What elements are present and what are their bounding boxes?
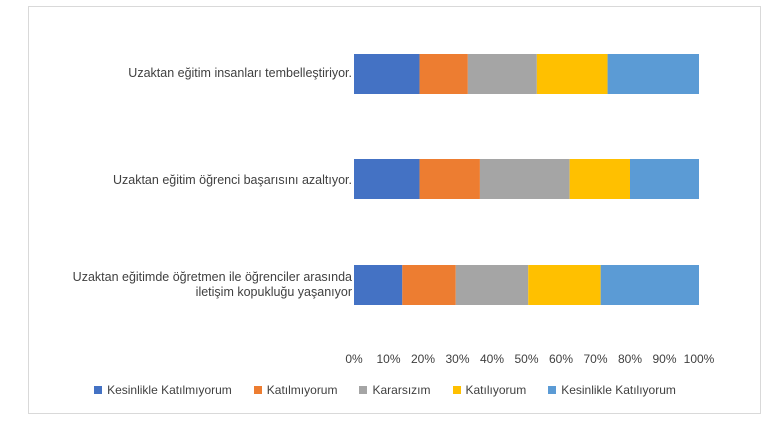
bar-segment-3-4 [528, 265, 601, 305]
bar-segment-1-2 [419, 54, 468, 94]
bar-segment-1-4 [536, 54, 608, 94]
bar-segment-3-3 [455, 265, 529, 305]
bar-segment-2-2 [419, 159, 480, 199]
x-tick-label: 80% [618, 352, 642, 366]
legend-label: Kesinlikle Katılıyorum [561, 383, 676, 397]
bar-segment-3-2 [402, 265, 456, 305]
legend-label: Kararsızım [372, 383, 431, 397]
bar-segment-2-4 [569, 159, 630, 199]
category-label-2: Uzaktan eğitim öğrenci başarısını azaltı… [112, 173, 352, 187]
x-tick-label: 0% [345, 352, 363, 366]
bar-segment-1-1 [354, 54, 420, 94]
bar-segment-3-1 [354, 265, 403, 305]
x-tick-label: 100% [684, 352, 715, 366]
x-tick-label: 10% [376, 352, 400, 366]
legend-swatch [548, 386, 557, 394]
bar-segment-2-3 [479, 159, 570, 199]
bar-segment-2-1 [354, 159, 420, 199]
x-tick-label: 50% [514, 352, 538, 366]
legend-item-katiliyorum: Katılıyorum [452, 383, 527, 397]
legend-item-kesinlikle-katilmiyorum: Kesinlikle Katılmıyorum [94, 383, 232, 397]
category-label-3: Uzaktan eğitimde öğretmen ile öğrenciler… [72, 270, 352, 299]
x-tick-label: 20% [411, 352, 435, 366]
bar-segment-2-5 [630, 159, 699, 199]
legend-label: Katılıyorum [465, 383, 527, 397]
legend-label: Kesinlikle Katılmıyorum [107, 383, 232, 397]
legend: Kesinlikle Katılmıyorum Katılmıyorum Kar… [0, 383, 770, 397]
legend-swatch [359, 386, 368, 394]
x-tick-label: 90% [652, 352, 676, 366]
x-tick-label: 60% [549, 352, 573, 366]
legend-swatch [253, 386, 262, 394]
x-tick-label: 30% [445, 352, 469, 366]
legend-label: Katılmıyorum [266, 383, 338, 397]
bar-segment-3-5 [600, 265, 699, 305]
x-tick-label: 40% [480, 352, 504, 366]
bar-segment-1-3 [467, 54, 537, 94]
legend-item-kesinlikle-katiliyorum: Kesinlikle Katılıyorum [548, 383, 676, 397]
legend-swatch [94, 386, 103, 394]
bar-segment-1-5 [607, 54, 699, 94]
legend-item-katilmiyorum: Katılmıyorum [253, 383, 338, 397]
legend-swatch [452, 386, 461, 394]
x-tick-label: 70% [583, 352, 607, 366]
category-label-1: Uzaktan eğitim insanları tembelleştiriyo… [128, 66, 352, 80]
legend-item-kararsizim: Kararsızım [359, 383, 431, 397]
